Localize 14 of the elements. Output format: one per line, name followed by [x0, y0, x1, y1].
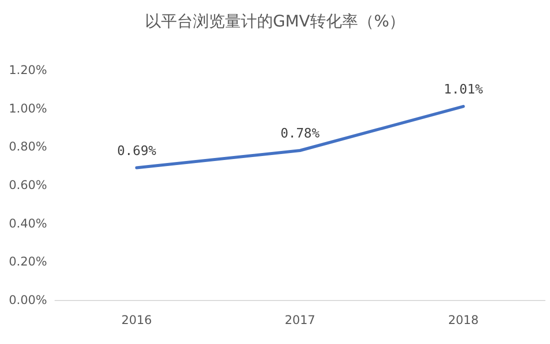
x-tick-label: 2018	[448, 313, 479, 327]
y-tick-label: 0.40%	[8, 216, 47, 230]
y-tick-label: 1.20%	[8, 63, 47, 77]
data-label: 0.69%	[117, 144, 156, 159]
y-tick-label: 1.00%	[8, 101, 47, 116]
y-tick-label: 0.20%	[8, 254, 47, 269]
x-tick-label: 2017	[284, 313, 316, 327]
x-tick-label: 2016	[121, 313, 152, 327]
y-tick-label: 0.80%	[8, 140, 47, 154]
y-tick-label: 0.00%	[8, 293, 47, 307]
y-tick-label: 0.60%	[8, 178, 47, 192]
data-label: 0.78%	[280, 126, 320, 142]
chart-title: 以平台浏览量计的GMV转化率（%）	[144, 12, 406, 30]
data-label: 1.01%	[444, 82, 484, 98]
